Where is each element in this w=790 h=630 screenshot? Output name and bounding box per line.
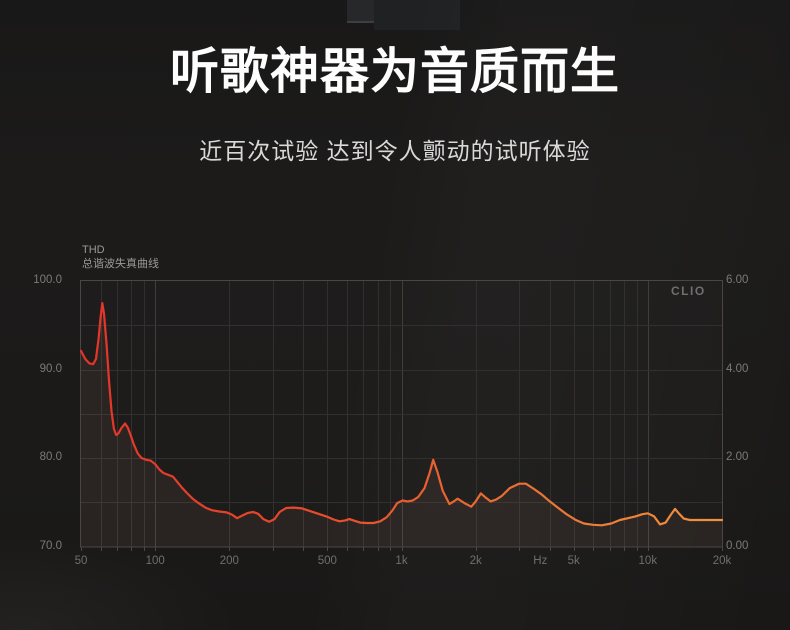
background-artifact: [374, 0, 460, 30]
page-title: 听歌神器为音质而生: [169, 45, 620, 99]
chart-label-en: THD: [82, 244, 105, 256]
plot-border: [80, 280, 723, 548]
chart-label-cn: 总谐波失真曲线: [82, 257, 159, 270]
grid-lines: [81, 281, 722, 547]
x-axis-tick-marks: [81, 547, 723, 551]
clio-watermark: CLIO: [671, 284, 706, 298]
page-subtitle: 近百次试验 达到令人颤动的试听体验: [199, 138, 591, 164]
background-glow: [0, 520, 280, 630]
chart-label: THD 总谐波失真曲线: [82, 244, 159, 271]
background-artifact: [347, 0, 374, 23]
thd-curve: [79, 302, 724, 527]
